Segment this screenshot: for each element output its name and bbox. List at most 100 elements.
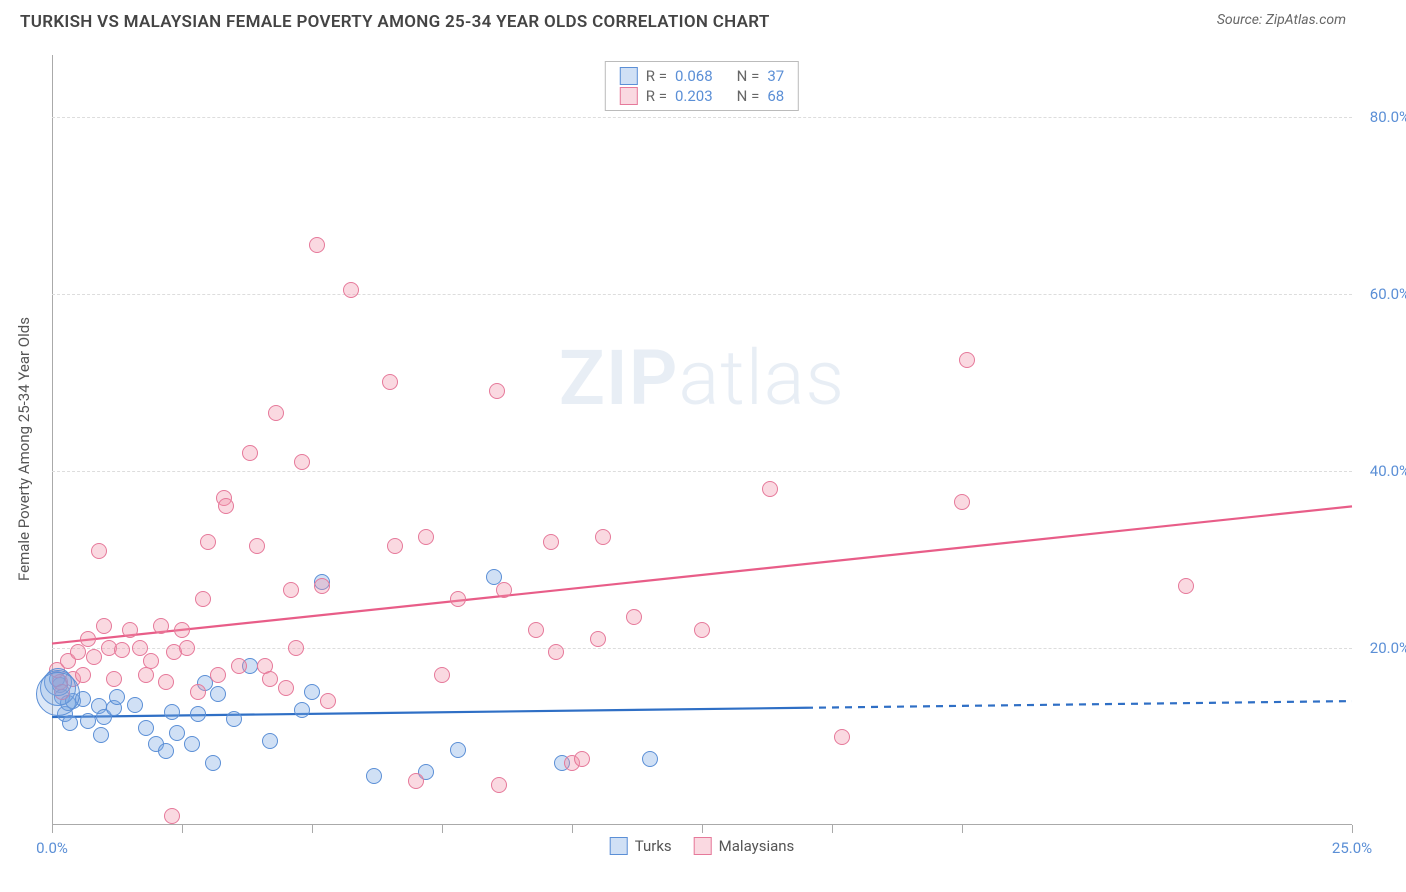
gridline xyxy=(52,471,1352,472)
scatter-point xyxy=(262,733,278,749)
scatter-point xyxy=(642,751,658,767)
scatter-point xyxy=(164,808,180,824)
chart-container: Female Poverty Among 25-34 Year Olds ZIP… xyxy=(52,55,1352,825)
scatter-point xyxy=(320,693,336,709)
gridline xyxy=(52,117,1352,118)
scatter-point xyxy=(70,644,86,660)
scatter-point xyxy=(195,591,211,607)
scatter-point xyxy=(184,736,200,752)
legend-correlation: R = 0.068 N = 37 R = 0.203 N = 68 xyxy=(605,61,799,111)
legend-series-item: Turks xyxy=(610,837,672,855)
scatter-point xyxy=(343,282,359,298)
legend-series-label: Turks xyxy=(635,837,672,855)
scatter-point xyxy=(387,538,403,554)
scatter-point xyxy=(304,684,320,700)
scatter-point xyxy=(96,618,112,634)
scatter-point xyxy=(450,591,466,607)
legend-swatch xyxy=(610,837,628,855)
scatter-point xyxy=(86,649,102,665)
legend-series: Turks Malaysians xyxy=(610,837,795,855)
legend-swatch xyxy=(620,87,638,105)
scatter-point xyxy=(91,543,107,559)
scatter-point xyxy=(127,697,143,713)
x-tick xyxy=(702,825,703,833)
scatter-point xyxy=(226,711,242,727)
scatter-point xyxy=(294,702,310,718)
scatter-point xyxy=(418,529,434,545)
scatter-point xyxy=(158,743,174,759)
scatter-point xyxy=(268,405,284,421)
legend-series-item: Malaysians xyxy=(694,837,795,855)
scatter-point xyxy=(210,667,226,683)
watermark-zip: ZIP xyxy=(559,333,679,423)
scatter-point xyxy=(548,644,564,660)
chart-title: TURKISH VS MALAYSIAN FEMALE POVERTY AMON… xyxy=(20,12,770,32)
scatter-point xyxy=(314,578,330,594)
x-tick xyxy=(442,825,443,833)
scatter-point xyxy=(408,773,424,789)
scatter-point xyxy=(143,653,159,669)
scatter-point xyxy=(528,622,544,638)
scatter-point xyxy=(491,777,507,793)
scatter-point xyxy=(1178,578,1194,594)
scatter-point xyxy=(309,237,325,253)
x-tick xyxy=(1352,825,1353,833)
scatter-point xyxy=(294,454,310,470)
legend-correlation-row: R = 0.068 N = 37 xyxy=(620,66,784,86)
scatter-point xyxy=(93,727,109,743)
x-tick xyxy=(832,825,833,833)
scatter-point xyxy=(62,715,78,731)
scatter-point xyxy=(190,706,206,722)
legend-n-value: 68 xyxy=(767,87,784,105)
gridline xyxy=(52,294,1352,295)
x-tick-label: 25.0% xyxy=(1332,839,1372,857)
legend-r-value: 0.203 xyxy=(675,87,713,105)
legend-n-label: N = xyxy=(737,87,760,105)
scatter-point xyxy=(626,609,642,625)
scatter-point xyxy=(543,534,559,550)
scatter-point xyxy=(278,680,294,696)
scatter-point xyxy=(382,374,398,390)
scatter-point xyxy=(366,768,382,784)
scatter-point xyxy=(190,684,206,700)
legend-correlation-row: R = 0.203 N = 68 xyxy=(620,86,784,106)
scatter-point xyxy=(450,742,466,758)
scatter-point xyxy=(80,631,96,647)
x-tick xyxy=(962,825,963,833)
scatter-point xyxy=(262,671,278,687)
trend-line-dashed xyxy=(806,701,1352,708)
legend-r-value: 0.068 xyxy=(675,67,713,85)
x-tick xyxy=(572,825,573,833)
y-tick-label: 20.0% xyxy=(1370,639,1406,657)
watermark: ZIPatlas xyxy=(559,333,845,423)
y-tick-label: 60.0% xyxy=(1370,285,1406,303)
x-tick xyxy=(182,825,183,833)
scatter-point xyxy=(834,729,850,745)
scatter-point xyxy=(218,498,234,514)
y-tick-label: 40.0% xyxy=(1370,462,1406,480)
scatter-point xyxy=(762,481,778,497)
legend-swatch xyxy=(620,67,638,85)
legend-series-label: Malaysians xyxy=(719,837,795,855)
scatter-point xyxy=(174,622,190,638)
scatter-point xyxy=(109,689,125,705)
scatter-point xyxy=(249,538,265,554)
scatter-point xyxy=(138,720,154,736)
y-axis-label: Female Poverty Among 25-34 Year Olds xyxy=(15,317,33,581)
scatter-point xyxy=(205,755,221,771)
plot-area: ZIPatlas R = 0.068 N = 37 R = 0.203 N = … xyxy=(52,55,1352,825)
scatter-point xyxy=(590,631,606,647)
scatter-point xyxy=(169,725,185,741)
legend-n-value: 37 xyxy=(767,67,784,85)
scatter-point xyxy=(288,640,304,656)
y-tick-label: 80.0% xyxy=(1370,108,1406,126)
scatter-point xyxy=(954,494,970,510)
scatter-point xyxy=(114,642,130,658)
scatter-point xyxy=(122,622,138,638)
x-tick xyxy=(312,825,313,833)
scatter-point xyxy=(80,713,96,729)
scatter-point xyxy=(574,751,590,767)
scatter-point xyxy=(75,667,91,683)
gridline xyxy=(52,648,1352,649)
legend-r-label: R = xyxy=(646,67,667,85)
